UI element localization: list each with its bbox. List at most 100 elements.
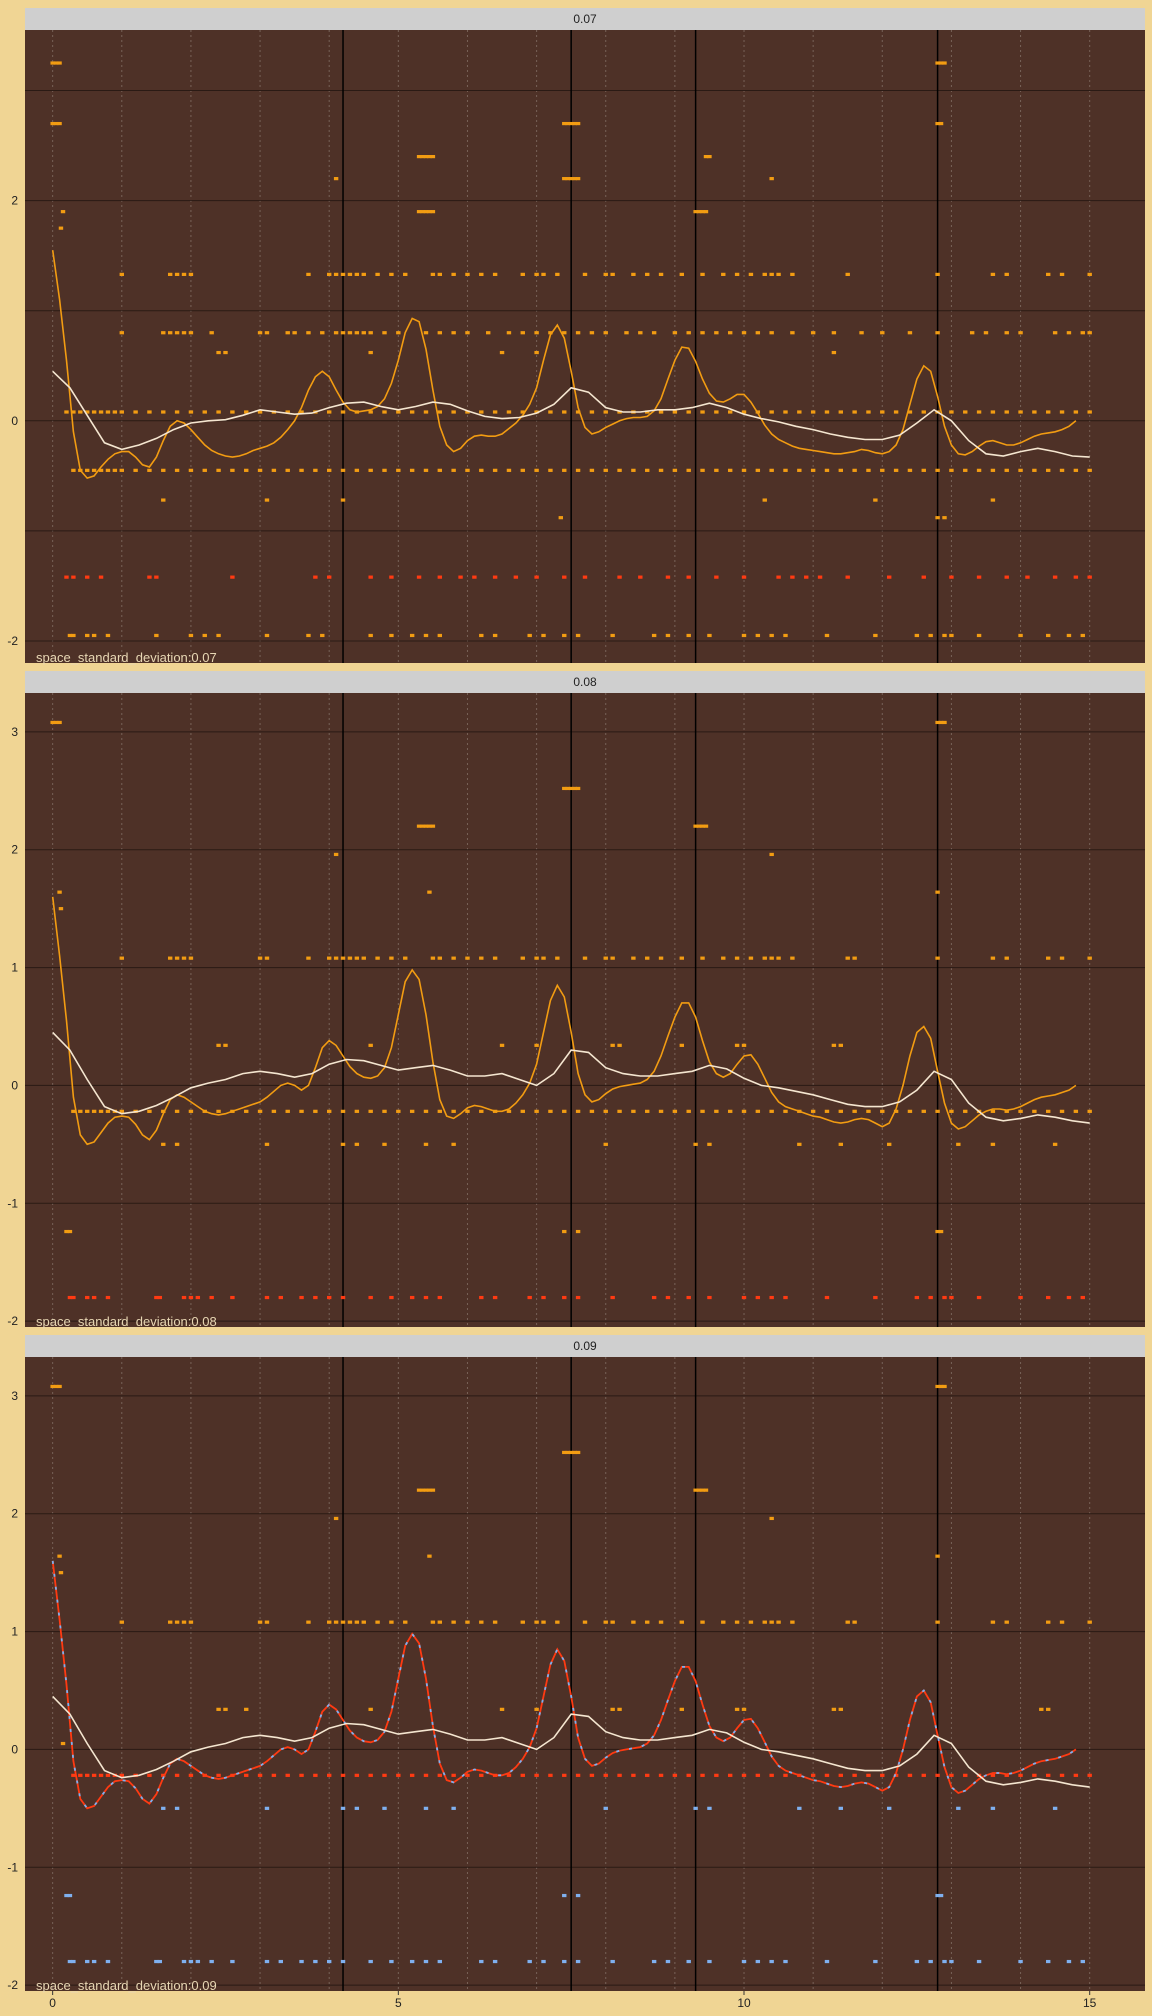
- data-point: [568, 177, 574, 181]
- data-point: [354, 1142, 360, 1146]
- data-point: [409, 410, 415, 414]
- data-point: [1018, 468, 1023, 472]
- data-point: [326, 468, 332, 472]
- data-point: [769, 468, 774, 472]
- data-point: [907, 331, 913, 335]
- data-point: [161, 468, 166, 472]
- data-point: [845, 575, 850, 579]
- panel-3: 0.09 space_standard_deviation:0.09 -2 -1 0 1 2…: [7, 1335, 1145, 2010]
- data-point: [409, 1109, 415, 1113]
- data-point: [50, 720, 55, 725]
- data-point: [976, 468, 982, 472]
- data-point: [57, 890, 62, 894]
- data-point: [831, 350, 837, 355]
- data-point: [333, 1620, 339, 1624]
- data-point: [389, 956, 394, 960]
- data-point: [976, 410, 982, 414]
- data-point: [181, 272, 187, 276]
- data-point: [71, 633, 76, 638]
- data-point: [603, 468, 608, 472]
- data-point: [1004, 956, 1009, 960]
- data-point: [437, 331, 443, 335]
- data-point: [174, 956, 180, 960]
- data-point: [85, 633, 90, 638]
- data-point: [527, 633, 532, 638]
- data-point: [382, 1109, 387, 1113]
- data-point: [804, 575, 809, 579]
- data-point: [783, 410, 788, 414]
- data-point: [98, 1773, 104, 1777]
- data-point: [589, 410, 595, 414]
- data-point: [555, 1620, 560, 1624]
- data-point: [326, 1620, 332, 1624]
- data-point: [147, 575, 152, 579]
- data-point: [558, 516, 564, 520]
- data-point: [181, 1959, 187, 1964]
- data-point: [548, 1773, 553, 1777]
- data-point: [783, 468, 788, 472]
- data-point: [64, 1893, 69, 1898]
- data-point: [368, 331, 373, 335]
- data-point: [568, 121, 574, 126]
- data-point: [154, 1959, 159, 1964]
- data-point: [562, 575, 567, 579]
- data-point: [741, 1043, 747, 1047]
- data-point: [693, 1806, 698, 1810]
- data-point: [866, 1773, 871, 1777]
- data-point: [568, 786, 574, 791]
- data-point: [479, 1109, 484, 1113]
- data-point: [479, 956, 484, 960]
- data-point: [264, 1959, 270, 1964]
- data-point: [520, 410, 525, 414]
- y-tick-label: 0: [11, 1742, 18, 1756]
- data-point: [548, 468, 553, 472]
- data-point: [299, 1295, 304, 1300]
- data-point: [53, 121, 59, 126]
- data-point: [852, 1773, 857, 1777]
- data-point: [1059, 410, 1065, 414]
- x-tick-label: 15: [1083, 1996, 1097, 2010]
- data-point: [575, 1295, 581, 1300]
- data-point: [534, 468, 539, 472]
- data-point: [326, 575, 332, 579]
- data-point: [188, 468, 194, 472]
- data-point: [430, 956, 436, 960]
- data-point: [935, 61, 940, 65]
- data-point: [1059, 1620, 1065, 1624]
- data-point: [589, 1109, 595, 1113]
- data-point: [320, 331, 325, 335]
- data-point: [727, 1773, 733, 1777]
- data-point: [119, 1109, 124, 1113]
- data-point: [575, 786, 581, 791]
- y-tick-label: 3: [11, 1389, 18, 1403]
- data-point: [963, 468, 968, 472]
- data-point: [734, 1043, 740, 1047]
- data-point: [603, 1773, 608, 1777]
- data-point: [1004, 331, 1009, 335]
- data-point: [776, 1620, 781, 1624]
- data-point: [534, 956, 539, 960]
- data-point: [838, 468, 844, 472]
- data-point: [769, 852, 774, 857]
- data-point: [582, 272, 588, 276]
- data-point: [845, 272, 850, 276]
- data-point: [990, 498, 996, 502]
- strip-label: 0.09: [573, 1339, 597, 1353]
- data-point: [154, 1295, 159, 1300]
- data-point: [914, 1959, 920, 1964]
- data-point: [278, 1295, 284, 1300]
- data-point: [209, 331, 214, 335]
- data-point: [85, 1109, 90, 1113]
- data-point: [534, 1620, 539, 1624]
- data-point: [333, 177, 339, 181]
- data-point: [416, 155, 422, 159]
- data-point: [465, 1109, 470, 1113]
- data-point: [942, 1959, 947, 1964]
- data-point: [420, 155, 425, 159]
- data-point: [451, 1142, 456, 1146]
- data-point: [174, 1142, 180, 1146]
- data-point: [167, 956, 173, 960]
- data-point: [727, 410, 733, 414]
- data-point: [105, 633, 111, 638]
- data-point: [161, 498, 166, 502]
